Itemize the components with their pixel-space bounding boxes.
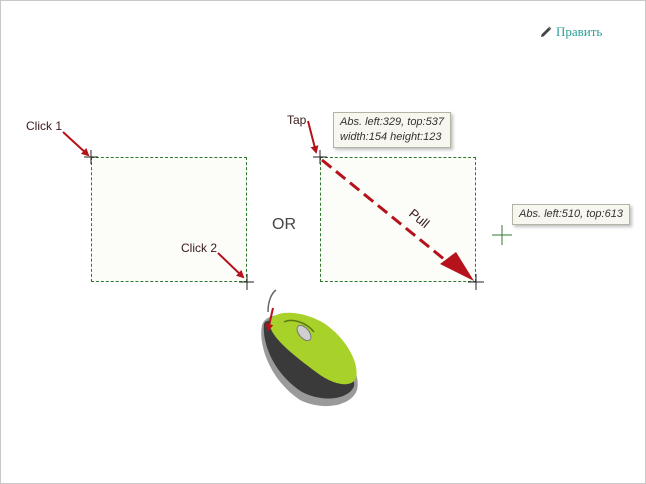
tap-arrow xyxy=(307,120,319,154)
cursor-crosshair-icon xyxy=(492,225,512,245)
start-position-tooltip: Abs. left:329, top:537 width:154 height:… xyxy=(333,112,451,148)
tap-label: Tap xyxy=(287,113,307,127)
pencil-icon xyxy=(541,26,552,37)
start-tooltip-line2: width:154 height:123 xyxy=(340,131,442,143)
edit-link[interactable]: Править xyxy=(540,24,602,40)
mouse-icon xyxy=(261,289,358,407)
or-label: OR xyxy=(272,216,296,233)
start-tooltip-line1: Abs. left:329, top:537 xyxy=(340,116,444,128)
click1-arrow xyxy=(62,131,90,157)
pull-label: Pull xyxy=(406,206,432,231)
end-position-tooltip: Abs. left:510, top:613 xyxy=(512,204,630,225)
mouse-click-arrow xyxy=(265,307,274,332)
edit-link-label: Править xyxy=(556,24,603,39)
click2-arrow xyxy=(217,252,245,279)
selection-rectangle-click[interactable] xyxy=(91,157,247,282)
crosshair-icon xyxy=(239,274,254,290)
end-tooltip-line: Abs. left:510, top:613 xyxy=(519,208,623,220)
crosshair-icon xyxy=(84,150,98,164)
crosshair-icon xyxy=(468,274,484,290)
click1-label: Click 1 xyxy=(26,119,63,133)
crosshair-icon xyxy=(313,150,327,164)
pull-arrow xyxy=(321,158,474,281)
click2-label: Click 2 xyxy=(181,241,218,255)
